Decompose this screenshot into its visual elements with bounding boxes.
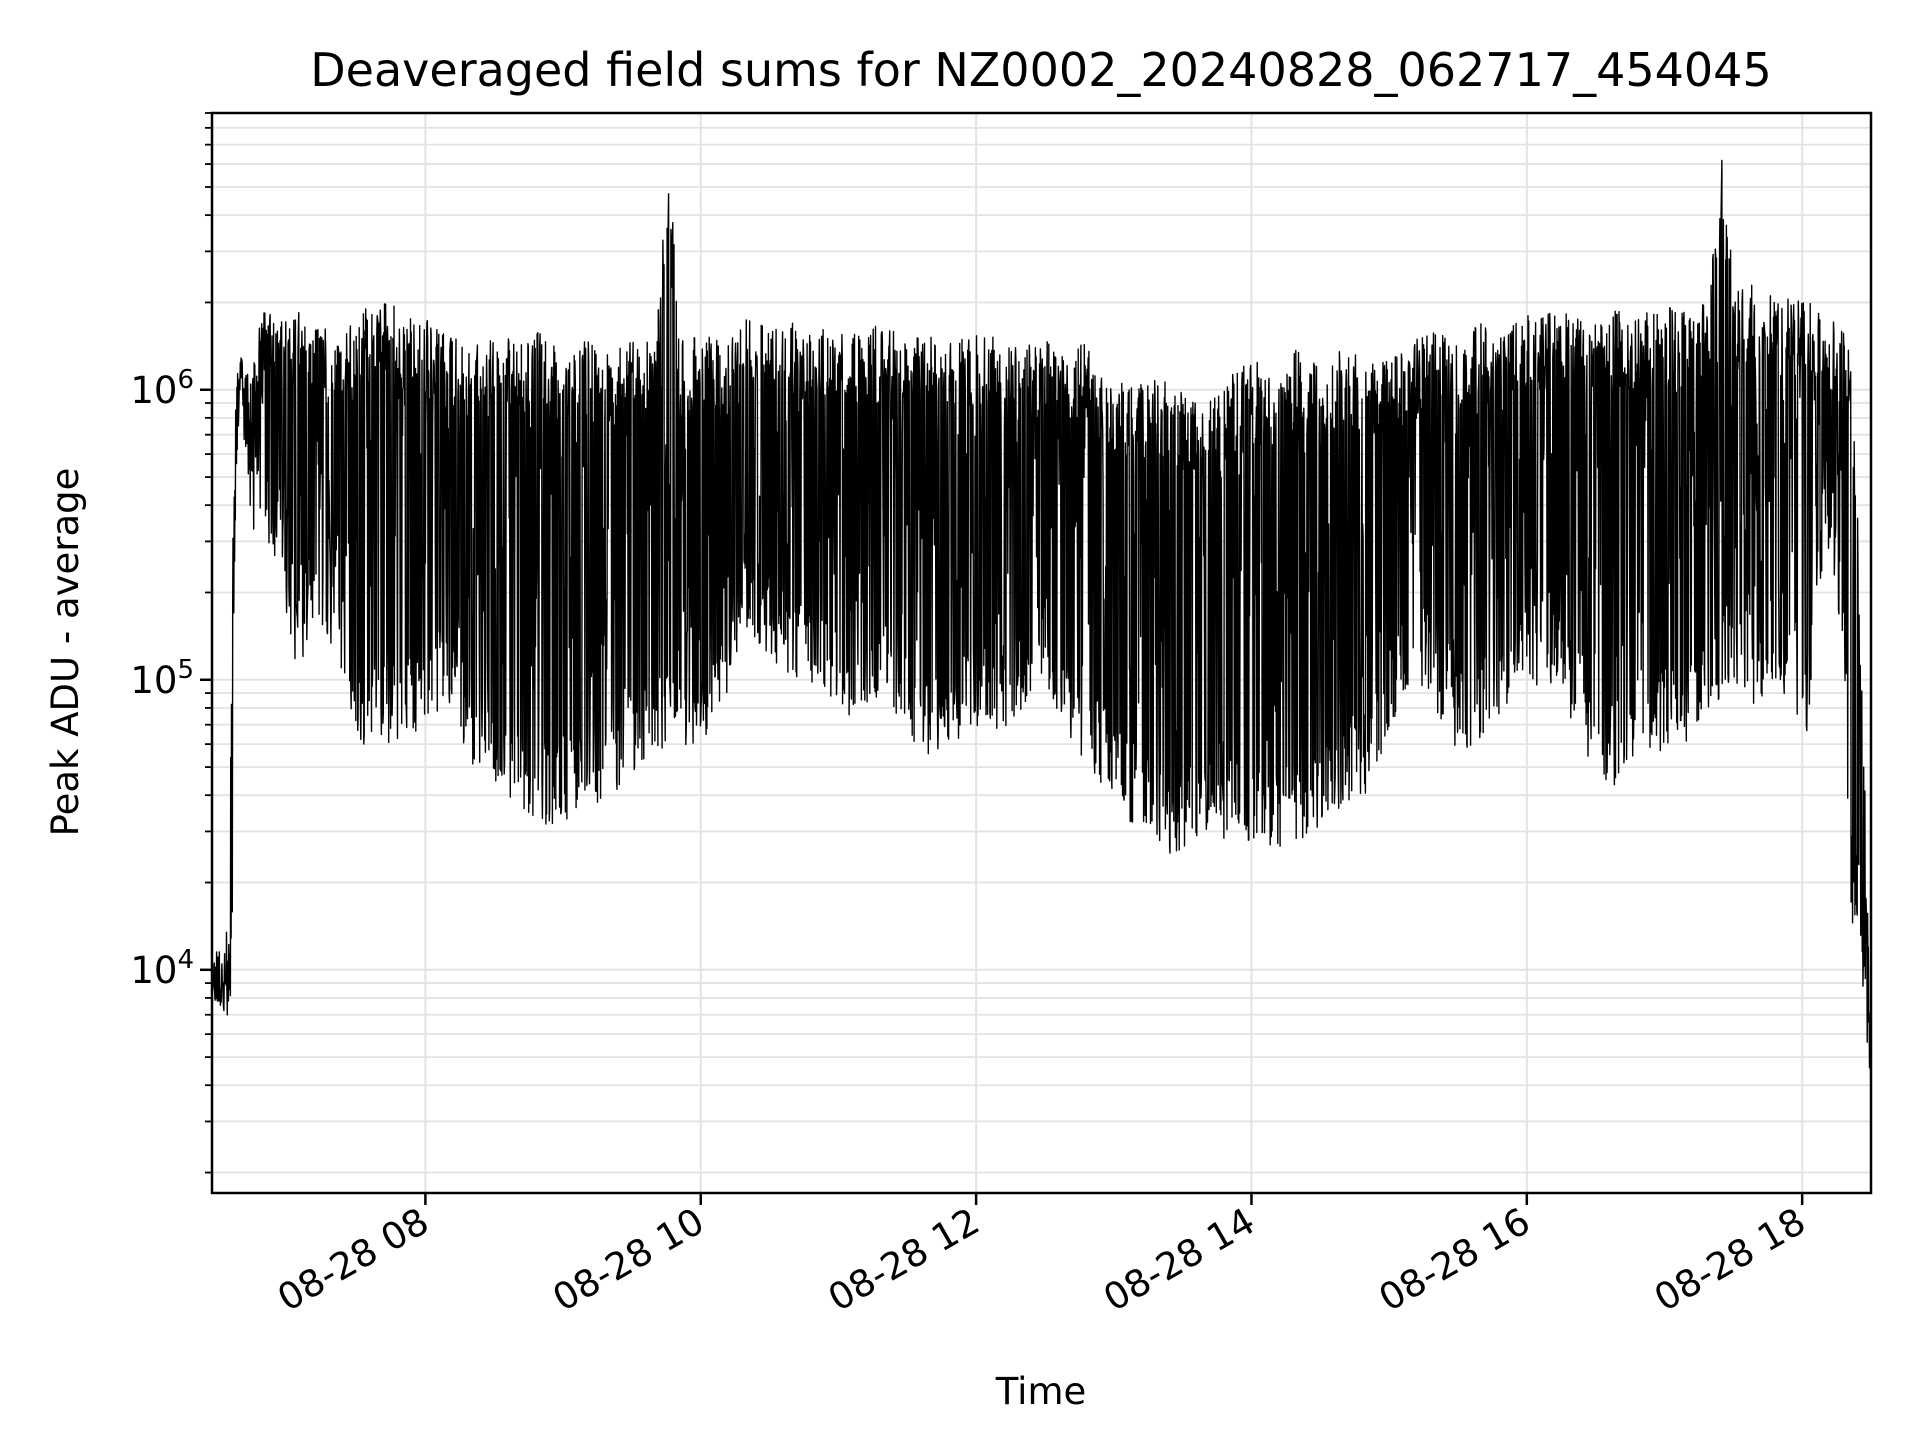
y-tick-label: 105 xyxy=(130,655,194,702)
y-tick-label: 106 xyxy=(130,365,194,412)
y-axis-label: Peak ADU - average xyxy=(44,468,87,837)
ticks xyxy=(200,112,1804,1205)
data-area xyxy=(211,159,1872,1103)
y-tick-labels: 104 105 106 xyxy=(130,365,194,992)
x-axis-label: Time xyxy=(995,1370,1087,1413)
data-series-line xyxy=(211,159,1872,1103)
plot-frame xyxy=(210,111,1873,1195)
y-tick-label: 104 xyxy=(130,945,194,992)
chart-title: Deaveraged field sums for NZ0002_2024082… xyxy=(310,43,1771,97)
